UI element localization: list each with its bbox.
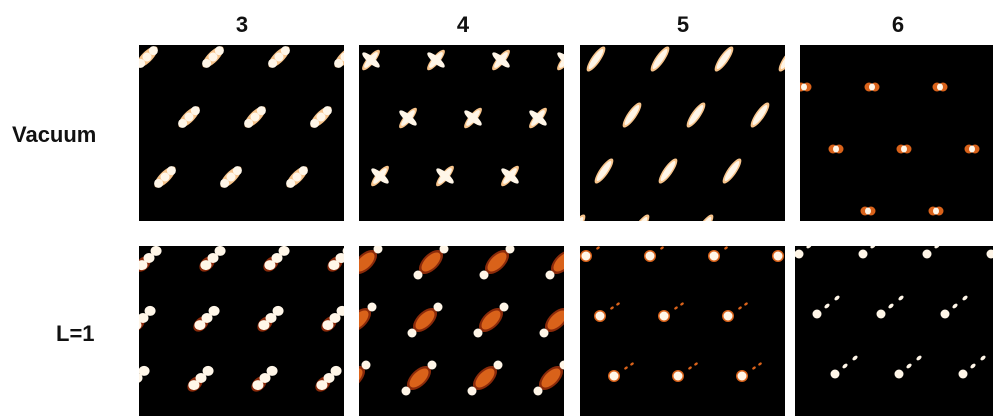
panel-vacuum-3 xyxy=(139,45,344,221)
density-map xyxy=(580,246,784,382)
density-map xyxy=(580,46,785,221)
column-label-4: 4 xyxy=(456,12,470,37)
density-map xyxy=(795,246,993,379)
density-map xyxy=(139,46,344,188)
panel-l1-5 xyxy=(580,246,785,416)
column-label-3: 3 xyxy=(235,12,249,37)
panel-vacuum-4 xyxy=(359,45,564,221)
density-map xyxy=(139,246,344,392)
panel-l1-6 xyxy=(795,246,993,416)
column-label-6: 6 xyxy=(891,12,905,37)
density-map xyxy=(359,246,564,396)
panel-vacuum-5 xyxy=(580,45,785,221)
column-label-5: 5 xyxy=(676,12,690,37)
row-label-l1: L=1 xyxy=(56,321,95,346)
density-map xyxy=(362,49,564,187)
panel-l1-3 xyxy=(139,246,344,416)
row-label-vacuum: Vacuum xyxy=(12,122,97,147)
panel-l1-4 xyxy=(359,246,564,416)
density-map xyxy=(800,82,980,216)
panel-vacuum-6 xyxy=(800,45,993,221)
